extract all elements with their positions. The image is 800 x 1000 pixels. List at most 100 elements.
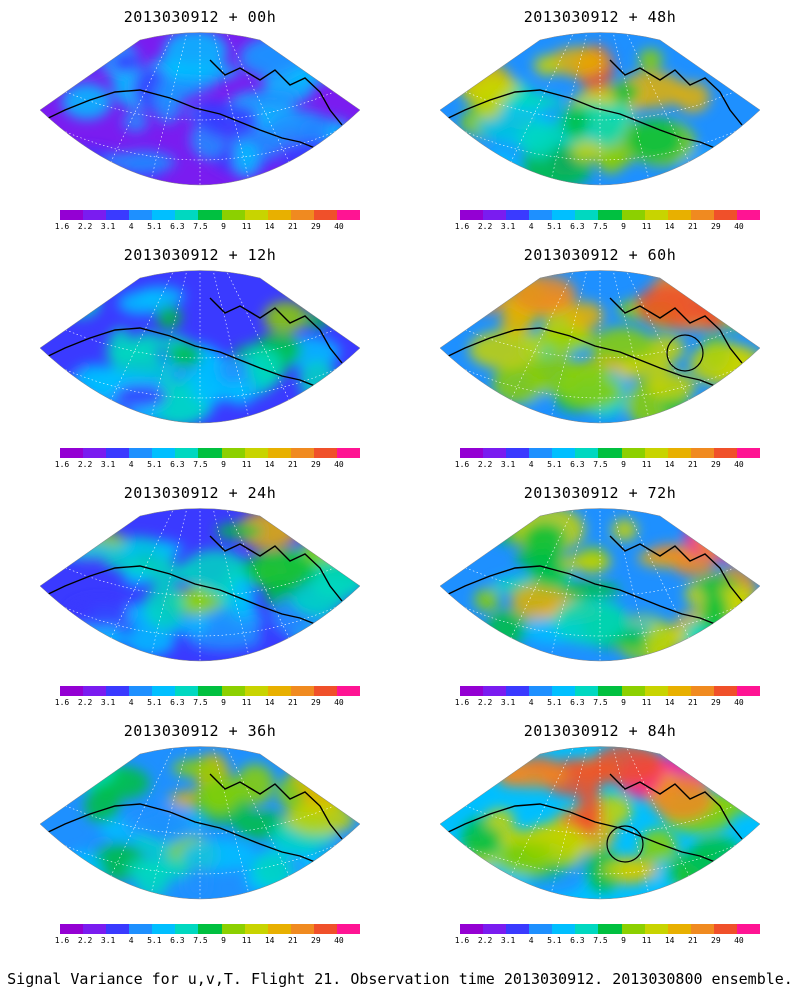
colorbar-swatch <box>244 448 268 458</box>
colorbar-tick-label: 4 <box>128 698 134 707</box>
colorbar-tick-label: 1.6 <box>454 222 470 231</box>
graticule-line <box>544 34 587 185</box>
variance-contour <box>64 850 103 891</box>
colorbar-swatch <box>644 448 668 458</box>
colorbar-tick-label: 29 <box>311 460 321 469</box>
variance-contour <box>162 62 239 81</box>
variance-contour <box>602 859 652 880</box>
colorbar-ticks: 1.6 2.2 3.1 4 5.1 6.3 7.5 9 11 14 21 29 40 <box>455 460 760 472</box>
variance-contour <box>199 774 241 815</box>
colorbar-swatch <box>460 924 484 934</box>
map-outline <box>39 270 361 424</box>
variance-contour <box>565 360 612 381</box>
colorbar-tick-label: 3.1 <box>100 222 116 231</box>
colorbar-swatch <box>575 686 599 696</box>
colorbar-tick-label: 4 <box>528 698 534 707</box>
colorbar-tick-label: 40 <box>734 698 744 707</box>
colorbar-swatch <box>713 210 737 220</box>
colorbar-tick-label: 5.1 <box>547 460 562 469</box>
colorbar-tick-label: 11 <box>641 222 652 231</box>
map-outline <box>39 32 361 186</box>
variance-map <box>39 746 361 900</box>
colorbar-swatch <box>175 210 199 220</box>
colorbar-tick-label: 5.1 <box>147 936 162 945</box>
variance-contour <box>126 857 196 881</box>
colorbar-swatch <box>290 924 314 934</box>
colorbar-swatch <box>529 448 553 458</box>
colorbar-swatch <box>175 686 199 696</box>
colorbar-ticks: 1.6 2.2 3.1 4 5.1 6.3 7.5 9 11 14 21 29 40 <box>455 222 760 234</box>
graticule-line <box>544 510 587 661</box>
colorbar-tick-label: 21 <box>287 460 298 469</box>
map-outline <box>39 746 361 900</box>
variance-contour <box>64 623 127 652</box>
colorbar-swatch <box>152 448 176 458</box>
colorbar-tick-label: 14 <box>664 460 675 469</box>
variance-map <box>39 32 361 186</box>
variance-contour <box>510 275 577 314</box>
colorbar-tick-label: 11 <box>241 936 252 945</box>
colorbar-swatch <box>198 210 222 220</box>
variance-contour <box>285 802 355 836</box>
colorbar-swatch <box>575 448 599 458</box>
colorbar-tick-label: 9 <box>221 222 226 231</box>
variance-contour <box>122 111 148 132</box>
variance-contour <box>683 619 720 654</box>
colorbar-swatch <box>129 686 153 696</box>
variance-contour <box>306 148 341 171</box>
panel-title: 2013030912 + 12h <box>123 246 277 264</box>
colorbar <box>60 686 361 696</box>
variance-contour <box>562 104 589 139</box>
colorbar-tick-label: 7.5 <box>593 222 608 231</box>
panel-title: 2013030912 + 84h <box>523 722 677 740</box>
map-panel: 2013030912 + 72h 1.6 2.2 3.1 4 5.1 6.3 7.5 9 11 14… <box>420 484 780 724</box>
colorbar-ticks: 1.6 2.2 3.1 4 5.1 6.3 7.5 9 11 14 21 29 40 <box>55 698 360 710</box>
colorbar-swatch <box>621 686 645 696</box>
variance-map <box>39 270 361 424</box>
colorbar-tick-label: 5.1 <box>147 698 162 707</box>
colorbar-swatch <box>106 924 130 934</box>
colorbar-swatch <box>60 924 84 934</box>
colorbar <box>460 924 761 934</box>
colorbar-swatch <box>621 924 645 934</box>
colorbar-swatch <box>83 686 107 696</box>
colorbar-tick-label: 5.1 <box>547 222 562 231</box>
variance-contour <box>673 555 715 577</box>
colorbar-tick-label: 6.3 <box>570 698 585 707</box>
variance-contour <box>475 150 521 185</box>
variance-contour <box>215 523 263 540</box>
variance-contour <box>683 516 757 562</box>
colorbar-tick-label: 2.2 <box>477 222 493 231</box>
colorbar-tick-label: 11 <box>641 936 652 945</box>
colorbar-swatch <box>690 686 714 696</box>
colorbar-tick-label: 4 <box>128 460 134 469</box>
colorbar-swatch <box>529 686 553 696</box>
variance-contour <box>533 55 560 76</box>
colorbar-tick-label: 21 <box>287 222 298 231</box>
colorbar-tick-label: 21 <box>687 460 698 469</box>
colorbar-swatch <box>313 210 337 220</box>
panel-title: 2013030912 + 72h <box>523 484 677 502</box>
graticule-line <box>144 510 187 661</box>
colorbar-tick-label: 14 <box>264 460 275 469</box>
variance-contour <box>55 49 107 74</box>
colorbar-tick-label: 2.2 <box>477 460 493 469</box>
variance-contour <box>125 812 180 837</box>
colorbar-tick-label: 2.2 <box>77 460 93 469</box>
variance-contour <box>263 301 309 334</box>
graticule-line <box>213 510 256 661</box>
variance-contour <box>78 525 104 542</box>
colorbar-tick-label: 1.6 <box>454 936 470 945</box>
colorbar-swatch <box>129 924 153 934</box>
colorbar-swatch <box>575 210 599 220</box>
colorbar-swatch <box>244 686 268 696</box>
colorbar-swatch <box>552 924 576 934</box>
colorbar-tick-label: 3.1 <box>100 936 116 945</box>
map-outline <box>439 270 761 424</box>
colorbar-tick-label: 2.2 <box>77 222 93 231</box>
colorbar-swatch <box>552 210 576 220</box>
observation-circle <box>606 825 644 863</box>
coastline <box>40 535 343 635</box>
colorbar-tick-label: 14 <box>664 222 675 231</box>
colorbar-tick-label: 2.2 <box>77 698 93 707</box>
